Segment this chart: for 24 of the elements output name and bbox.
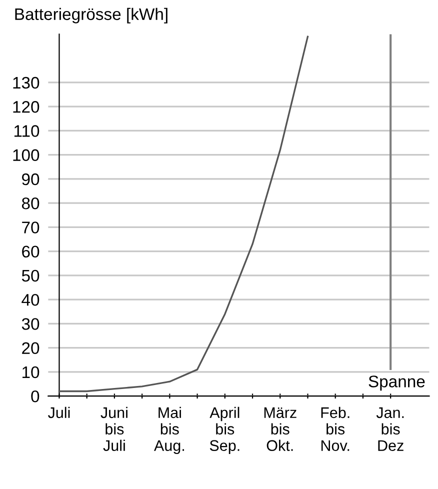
x-tick-label: Jan. bis Dez bbox=[376, 407, 404, 451]
y-tick-label: 40 bbox=[22, 294, 40, 306]
y-tick-label: 90 bbox=[22, 173, 40, 186]
x-axis-title: Spanne bbox=[368, 376, 425, 391]
y-axis-title: Batteriegrösse [kWh] bbox=[15, 8, 168, 24]
y-tick-label: 30 bbox=[22, 318, 40, 330]
y-tick-label: 80 bbox=[22, 198, 40, 210]
x-tick-label: April bis Sep. bbox=[210, 406, 240, 454]
x-tick-label: März bis Okt. bbox=[264, 407, 296, 451]
y-tick-label: 10 bbox=[22, 366, 40, 378]
y-tick-label: 110 bbox=[14, 125, 40, 137]
y-tick-label: 100 bbox=[13, 149, 40, 162]
y-tick-label: 120 bbox=[13, 101, 40, 113]
x-tick-label: Mai bis Aug. bbox=[154, 406, 184, 454]
line-series bbox=[58, 36, 309, 392]
y-tick-label: 130 bbox=[13, 76, 40, 89]
x-tick-label: Feb. bis Nov. bbox=[321, 406, 350, 451]
y-tick-label: 50 bbox=[22, 270, 40, 282]
y-tick-label: 20 bbox=[22, 342, 40, 354]
x-tick-label: Juli bbox=[48, 406, 70, 418]
y-tick-label: 0 bbox=[31, 390, 40, 402]
y-tick-label: 70 bbox=[22, 222, 40, 234]
y-tick-label: 60 bbox=[22, 246, 40, 258]
x-tick-label: Juni bis Juli bbox=[100, 406, 128, 451]
